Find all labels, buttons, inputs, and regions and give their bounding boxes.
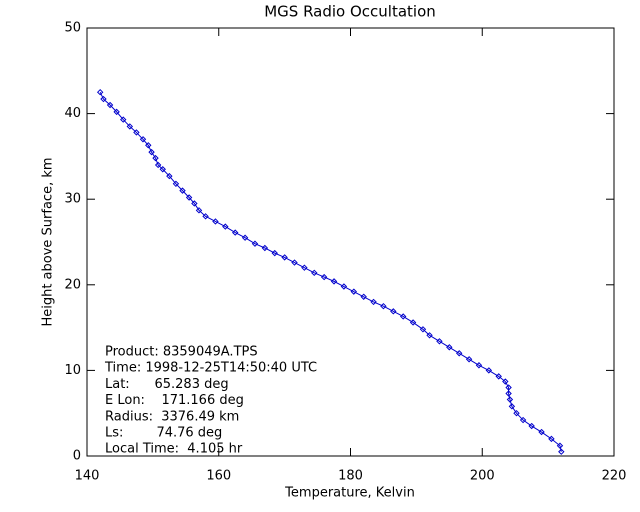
x-axis-label: Temperature, Kelvin [284,486,415,501]
data-point [350,288,358,295]
data-point [159,166,166,173]
data-point [528,422,535,430]
data-point [126,123,134,130]
annotation: Lat: 65.283 deg [105,377,229,392]
y-tick-label: 40 [64,106,81,121]
data-point [120,116,127,123]
data-point [475,362,483,369]
data-point [505,390,512,397]
data-point [320,273,328,281]
data-point [222,223,229,230]
data-point [301,264,308,271]
data-point [495,373,502,380]
y-tick-label: 30 [64,192,81,207]
data-point [370,298,377,306]
data-point [133,129,140,136]
data-point [271,249,278,257]
data-point [508,403,516,410]
data-point [330,278,338,285]
data-point [152,154,159,162]
annotation: Product: 8359049A.TPS [105,345,258,360]
data-point [145,142,152,149]
data-point [455,350,463,357]
x-tick-label: 140 [75,469,100,484]
data-point [261,244,269,252]
annotation: E Lon: 171.166 deg [105,393,244,408]
data-point [166,172,173,180]
data-point [519,416,527,424]
x-tick-label: 160 [206,469,231,484]
y-tick-label: 0 [73,449,81,464]
data-point [505,384,512,391]
annotation: Ls: 74.76 deg [105,426,222,441]
data-point [538,428,545,436]
data-point [426,332,433,339]
data-point [139,136,147,143]
data-point [179,187,186,194]
y-axis-label: Height above Surface, km [41,157,56,326]
data-line [99,91,562,452]
data-point [232,229,239,236]
data-point [100,95,107,103]
data-point [202,213,209,220]
y-tick-label: 10 [64,363,81,378]
data-point [446,344,453,351]
data-point [556,442,564,449]
data-point [291,259,298,266]
data-point [281,254,288,261]
data-point [502,378,509,385]
data-point [340,283,348,290]
data-point [106,101,114,109]
data-point [148,148,155,156]
data-point [113,108,120,116]
data-point [212,218,219,225]
y-tick-label: 20 [64,277,81,292]
data-point [513,409,520,417]
x-tick-label: 220 [602,469,627,484]
data-point [390,308,397,315]
data-point [465,356,473,363]
data-point [191,200,198,207]
data-point [548,435,555,443]
data-point [506,396,514,403]
data-point [154,161,162,169]
data-point [172,180,180,187]
data-point [485,367,493,374]
data-point [380,302,387,310]
data-point [241,234,249,241]
data-point [419,326,427,333]
data-point [185,194,193,201]
data-point [251,240,259,247]
x-tick-label: 200 [470,469,495,484]
data-point [409,319,417,326]
annotation: Time: 1998-12-25T14:50:40 UTC [104,361,317,376]
data-point [436,338,443,345]
data-point [360,293,367,300]
data-point [558,448,565,455]
y-tick-label: 50 [64,21,81,36]
data-point [195,207,203,214]
data-point [399,313,407,320]
chart-title: MGS Radio Occultation [264,3,436,21]
annotation: Radius: 3376.49 km [105,409,239,424]
data-point [96,88,104,96]
annotation: Local Time: 4.105 hr [105,442,243,457]
data-point [311,269,318,277]
x-tick-label: 180 [338,469,363,484]
